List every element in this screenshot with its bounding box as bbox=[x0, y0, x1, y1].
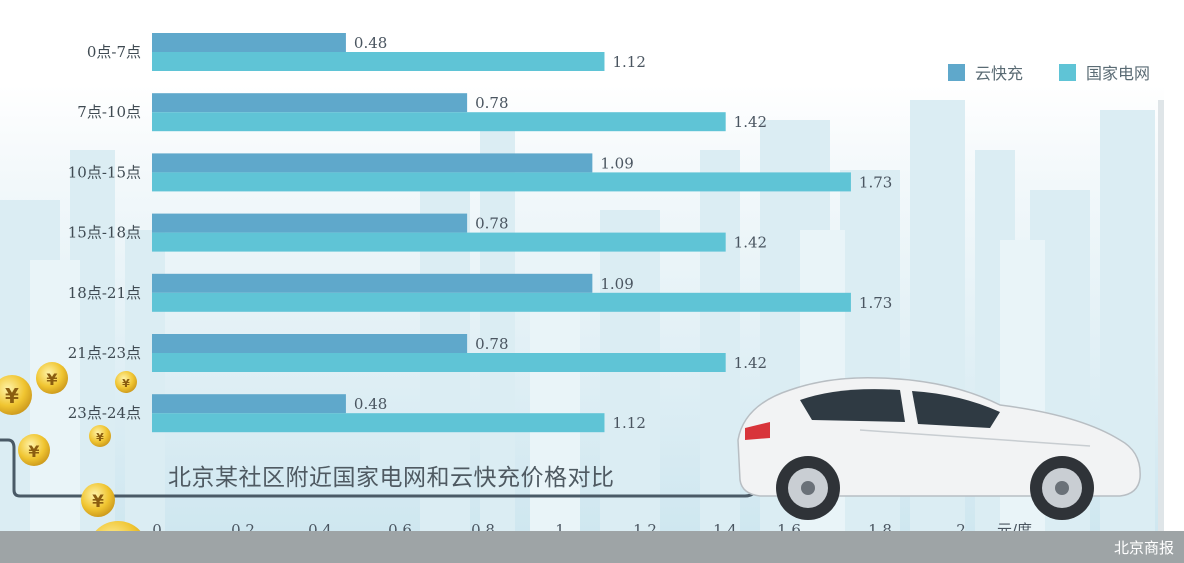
bar-state-grid bbox=[152, 52, 605, 71]
bar-yunkuaichong bbox=[152, 93, 468, 113]
svg-text:¥: ¥ bbox=[92, 492, 104, 512]
y-tick-label: 21点-23点 bbox=[68, 344, 141, 362]
bar-yunkuaichong bbox=[152, 153, 593, 173]
bar-state-grid bbox=[152, 112, 726, 132]
svg-text:¥: ¥ bbox=[46, 370, 57, 389]
bar-value-label: 1.42 bbox=[734, 234, 767, 252]
bar-value-label: 0.48 bbox=[354, 34, 387, 52]
bar-value-label: 1.42 bbox=[734, 354, 767, 372]
bar-value-label: 1.73 bbox=[859, 173, 892, 191]
svg-text:¥: ¥ bbox=[96, 431, 104, 444]
bar-value-label: 1.12 bbox=[612, 414, 645, 432]
bottom-bar bbox=[0, 531, 1184, 563]
bar-value-label: 0.48 bbox=[354, 395, 387, 413]
car-illustration bbox=[737, 377, 1141, 520]
bar-value-label: 0.78 bbox=[475, 335, 508, 353]
bar-yunkuaichong bbox=[152, 213, 468, 233]
bar-state-grid bbox=[152, 232, 726, 252]
watermark: 北京商报 bbox=[1113, 539, 1174, 557]
x-tick-label: 1 bbox=[555, 521, 565, 539]
legend-label: 国家电网 bbox=[1086, 64, 1151, 83]
bar-value-label: 0.78 bbox=[475, 94, 508, 112]
chart-title: 北京某社区附近国家电网和云快充价格对比 bbox=[168, 465, 615, 491]
x-tick-label: 0 bbox=[152, 521, 162, 539]
bar-yunkuaichong bbox=[152, 33, 346, 52]
y-tick-label: 7点-10点 bbox=[77, 103, 141, 121]
bar-value-label: 1.09 bbox=[600, 275, 633, 293]
bar-yunkuaichong bbox=[152, 394, 346, 414]
y-tick-label: 15点-18点 bbox=[68, 224, 141, 242]
legend-label: 云快充 bbox=[975, 64, 1024, 83]
y-tick-label: 23点-24点 bbox=[68, 404, 141, 422]
bar-state-grid bbox=[152, 292, 851, 312]
bar-value-label: 1.09 bbox=[600, 154, 633, 172]
bar-value-label: 0.78 bbox=[475, 215, 508, 233]
bar-yunkuaichong bbox=[152, 334, 468, 353]
y-tick-label: 10点-15点 bbox=[68, 163, 141, 181]
svg-text:¥: ¥ bbox=[5, 384, 19, 408]
bar-yunkuaichong bbox=[152, 273, 593, 293]
legend-swatch bbox=[948, 63, 965, 81]
bar-state-grid bbox=[152, 353, 726, 372]
svg-text:¥: ¥ bbox=[28, 442, 39, 461]
bar-state-grid bbox=[152, 172, 851, 192]
legend-item: 云快充 bbox=[948, 60, 1023, 84]
x-tick-label: 2 bbox=[956, 521, 966, 539]
legend: 云快充 国家电网 bbox=[948, 60, 1178, 84]
bar-value-label: 1.42 bbox=[734, 113, 767, 131]
y-tick-label: 18点-21点 bbox=[68, 284, 141, 302]
bars-group: 0.48 1.12 0.78 1.42 1.09 1.73 0.78 1.42 1.09 1.73… bbox=[152, 33, 892, 433]
y-tick-label: 0点-7点 bbox=[87, 43, 141, 61]
bar-value-label: 1.12 bbox=[612, 53, 645, 71]
svg-text:¥: ¥ bbox=[122, 377, 130, 390]
legend-swatch bbox=[1059, 63, 1077, 81]
bar-state-grid bbox=[152, 413, 605, 433]
bar-value-label: 1.73 bbox=[859, 294, 892, 312]
legend-item: 国家电网 bbox=[1059, 60, 1150, 84]
y-axis-labels: 0点-7点 7点-10点 10点-15点 15点-18点 18点-21点 21点-23点 2… bbox=[68, 43, 141, 422]
